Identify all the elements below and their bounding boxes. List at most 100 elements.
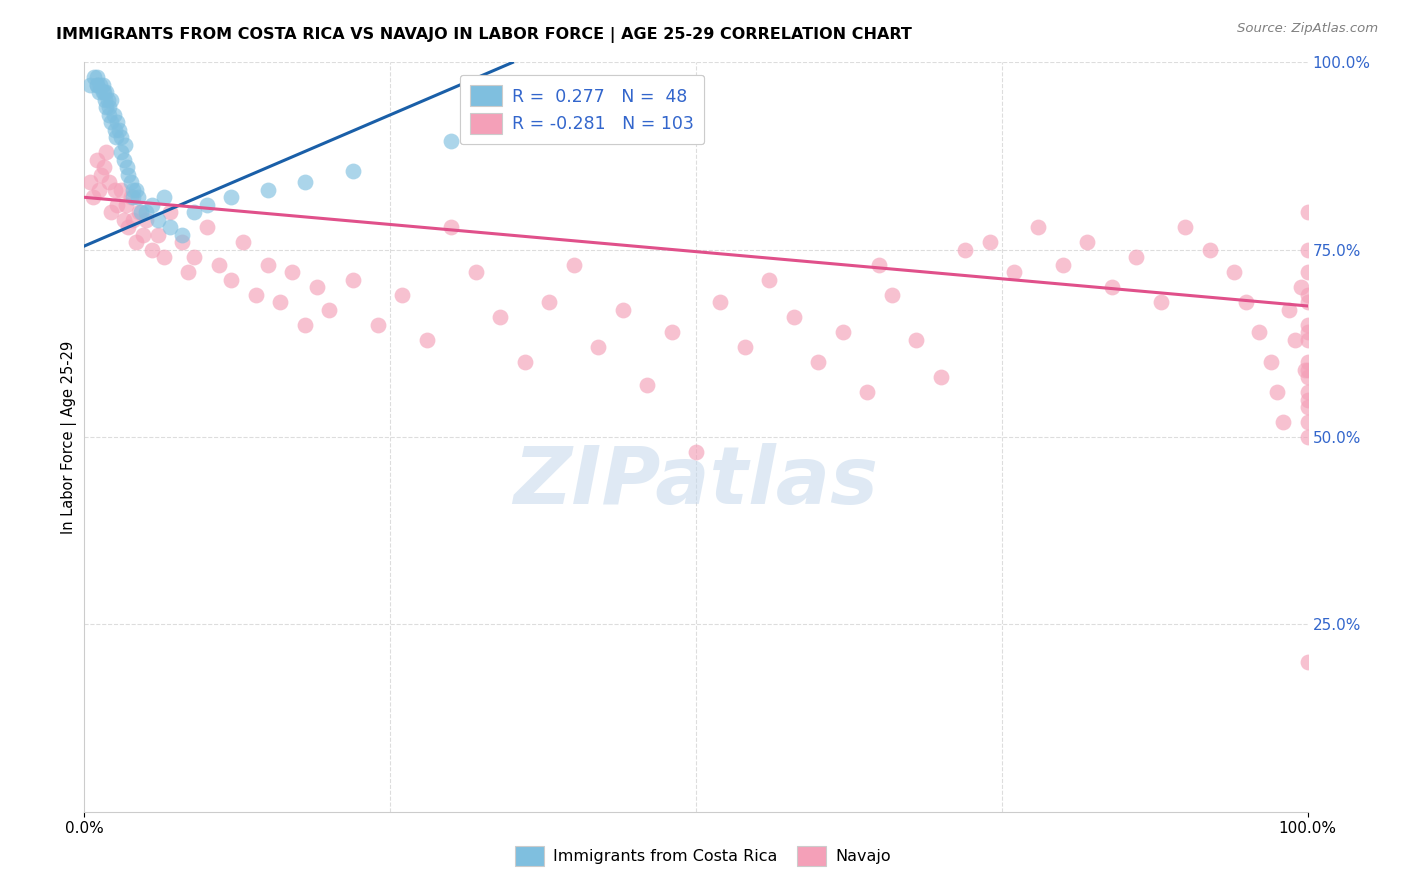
Point — [1272, 415, 1295, 429]
Point — [87, 183, 110, 197]
Point — [685, 445, 707, 459]
Point — [135, 212, 157, 227]
Point — [183, 205, 205, 219]
Point — [117, 220, 139, 235]
Point — [97, 93, 120, 107]
Point — [93, 161, 115, 175]
Text: ZIPatlas: ZIPatlas — [513, 443, 879, 521]
Point — [489, 310, 512, 325]
Point — [856, 385, 879, 400]
Point — [82, 190, 104, 204]
Point — [1125, 250, 1147, 264]
Point — [440, 220, 463, 235]
Point — [105, 130, 128, 145]
Point — [464, 265, 486, 279]
Point — [172, 235, 194, 250]
Point — [1296, 385, 1319, 400]
Point — [97, 175, 120, 189]
Point — [1198, 243, 1220, 257]
Point — [979, 235, 1001, 250]
Point — [1052, 258, 1074, 272]
Point — [86, 70, 108, 85]
Point — [1296, 287, 1319, 301]
Point — [1296, 355, 1319, 369]
Point — [128, 205, 150, 219]
Point — [153, 250, 176, 264]
Point — [1296, 318, 1319, 332]
Point — [294, 318, 316, 332]
Point — [1260, 355, 1282, 369]
Point — [1294, 362, 1316, 376]
Point — [269, 295, 291, 310]
Point — [110, 183, 132, 197]
Point — [318, 302, 340, 317]
Point — [117, 168, 139, 182]
Point — [89, 78, 111, 92]
Point — [103, 108, 125, 122]
Point — [105, 198, 128, 212]
Point — [141, 198, 163, 212]
Point — [120, 190, 142, 204]
Point — [115, 161, 138, 175]
Point — [513, 355, 536, 369]
Point — [905, 333, 928, 347]
Point — [110, 130, 132, 145]
Point — [195, 198, 218, 212]
Point — [135, 205, 157, 219]
Point — [342, 164, 364, 178]
Point — [159, 205, 181, 219]
Point — [245, 287, 267, 301]
Point — [880, 287, 903, 301]
Point — [1296, 325, 1319, 339]
Point — [807, 355, 830, 369]
Point — [1174, 220, 1197, 235]
Point — [281, 265, 304, 279]
Point — [177, 265, 200, 279]
Point — [440, 134, 463, 148]
Point — [1296, 400, 1319, 414]
Point — [758, 273, 780, 287]
Point — [153, 190, 176, 204]
Point — [96, 145, 118, 160]
Point — [1296, 430, 1319, 444]
Point — [538, 295, 561, 310]
Y-axis label: In Labor Force | Age 25-29: In Labor Force | Age 25-29 — [62, 341, 77, 533]
Point — [114, 137, 136, 152]
Point — [636, 377, 658, 392]
Point — [1296, 370, 1319, 384]
Point — [1223, 265, 1246, 279]
Point — [79, 175, 101, 189]
Point — [1278, 302, 1301, 317]
Point — [110, 145, 132, 160]
Point — [709, 295, 731, 310]
Point — [1236, 295, 1258, 310]
Point — [1002, 265, 1025, 279]
Point — [831, 325, 853, 339]
Point — [1296, 265, 1319, 279]
Point — [91, 78, 114, 92]
Point — [146, 227, 169, 242]
Point — [97, 108, 120, 122]
Point — [1291, 280, 1313, 294]
Point — [115, 198, 138, 212]
Point — [416, 333, 439, 347]
Point — [104, 183, 127, 197]
Point — [125, 235, 148, 250]
Text: IMMIGRANTS FROM COSTA RICA VS NAVAJO IN LABOR FORCE | AGE 25-29 CORRELATION CHAR: IMMIGRANTS FROM COSTA RICA VS NAVAJO IN … — [56, 27, 912, 43]
Point — [391, 287, 413, 301]
Legend: Immigrants from Costa Rica, Navajo: Immigrants from Costa Rica, Navajo — [506, 837, 900, 875]
Point — [1247, 325, 1270, 339]
Point — [122, 190, 145, 204]
Point — [661, 325, 683, 339]
Point — [1101, 280, 1123, 294]
Point — [232, 235, 254, 250]
Point — [294, 175, 316, 189]
Point — [195, 220, 218, 235]
Point — [1296, 205, 1319, 219]
Point — [1284, 333, 1306, 347]
Point — [159, 220, 181, 235]
Point — [129, 205, 152, 219]
Point — [86, 153, 108, 167]
Point — [869, 258, 891, 272]
Point — [1265, 385, 1288, 400]
